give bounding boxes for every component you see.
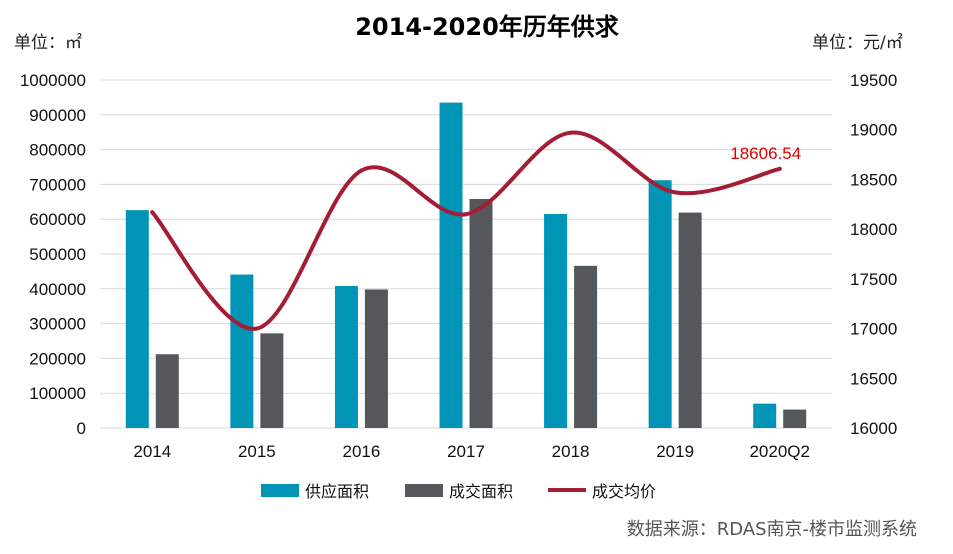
x-tick-label: 2019 bbox=[656, 442, 694, 461]
left-tick-label: 800000 bbox=[29, 141, 86, 160]
price-point bbox=[568, 130, 573, 135]
x-tick-label: 2015 bbox=[238, 442, 276, 461]
x-tick-label: 2016 bbox=[343, 442, 381, 461]
deal-bar bbox=[155, 354, 179, 428]
left-tick-label: 900000 bbox=[29, 106, 86, 125]
left-tick-label: 1000000 bbox=[20, 71, 86, 90]
x-tick-label: 2014 bbox=[133, 442, 171, 461]
price-point bbox=[254, 326, 259, 331]
price-point bbox=[777, 166, 782, 171]
bar-series bbox=[125, 102, 807, 429]
supply-bar bbox=[439, 102, 463, 429]
supply-bar bbox=[544, 213, 568, 428]
left-tick-label: 400000 bbox=[29, 280, 86, 299]
legend-label-price: 成交均价 bbox=[592, 482, 656, 501]
deal-bar bbox=[783, 409, 807, 428]
right-tick-label: 17000 bbox=[850, 320, 897, 339]
supply-bar bbox=[334, 286, 358, 428]
legend-label-deal: 成交面积 bbox=[449, 482, 513, 501]
left-tick-label: 600000 bbox=[29, 210, 86, 229]
left-axis-unit: 单位：㎡ bbox=[14, 33, 82, 53]
right-tick-label: 18000 bbox=[850, 220, 897, 239]
x-axis: 2014 2015 2016 2017 2018 2019 2020Q2 bbox=[133, 442, 810, 461]
price-annotation: 18606.54 bbox=[730, 144, 801, 163]
x-tick-label: 2017 bbox=[447, 442, 485, 461]
legend-label-supply: 供应面积 bbox=[305, 482, 369, 501]
legend-swatch-deal bbox=[405, 484, 443, 497]
right-tick-label: 16000 bbox=[850, 419, 897, 438]
source-note: 数据来源：RDAS南京-楼市监测系统 bbox=[627, 519, 917, 540]
price-line-series bbox=[150, 130, 782, 331]
deal-bar bbox=[364, 289, 388, 428]
deal-bar bbox=[678, 212, 702, 428]
right-tick-label: 17500 bbox=[850, 270, 897, 289]
supply-bar bbox=[230, 274, 254, 428]
right-tick-label: 18500 bbox=[850, 170, 897, 189]
price-point bbox=[359, 168, 364, 173]
deal-bar bbox=[574, 265, 598, 428]
price-point bbox=[464, 212, 468, 217]
x-tick-label: 2018 bbox=[552, 442, 590, 461]
supply-bar bbox=[753, 403, 777, 428]
legend: 供应面积 成交面积 成交均价 bbox=[261, 482, 656, 501]
deal-bar bbox=[469, 199, 493, 428]
left-tick-label: 700000 bbox=[29, 175, 86, 194]
deal-bar bbox=[260, 333, 284, 428]
supply-bar bbox=[648, 180, 672, 428]
left-tick-label: 300000 bbox=[29, 315, 86, 334]
left-tick-label: 100000 bbox=[29, 384, 86, 403]
chart-title: 2014-2020年历年供求 bbox=[355, 13, 619, 41]
price-point bbox=[673, 190, 678, 195]
left-tick-label: 200000 bbox=[29, 349, 86, 368]
legend-swatch-supply bbox=[261, 484, 299, 497]
right-y-axis: 16000 16500 17000 17500 18000 18500 19000 19500 bbox=[850, 71, 897, 438]
right-tick-label: 16500 bbox=[850, 369, 897, 388]
right-tick-label: 19500 bbox=[850, 71, 897, 90]
left-y-axis: 0 100000 200000 300000 400000 500000 600000 700… bbox=[20, 71, 86, 438]
right-axis-unit: 单位：元/㎡ bbox=[812, 33, 903, 53]
left-tick-label: 500000 bbox=[29, 245, 86, 264]
left-tick-label: 0 bbox=[77, 419, 86, 438]
x-tick-label: 2020Q2 bbox=[749, 442, 810, 461]
gridlines bbox=[100, 79, 832, 429]
supply-bar bbox=[125, 210, 149, 428]
price-point bbox=[150, 210, 155, 215]
right-tick-label: 19000 bbox=[850, 121, 897, 140]
